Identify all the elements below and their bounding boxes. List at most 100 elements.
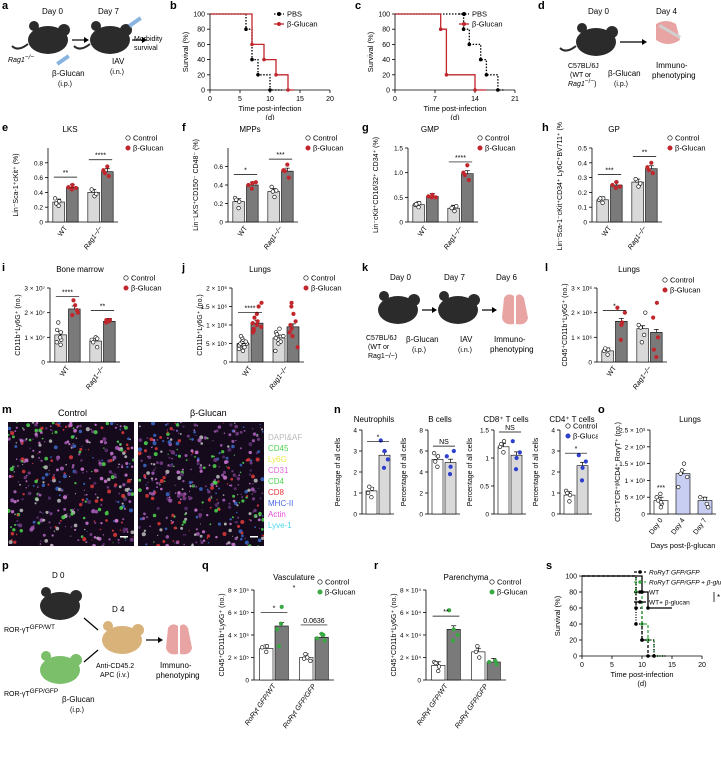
micrograph-speck — [100, 503, 103, 506]
micrograph-speck — [44, 472, 49, 477]
micrograph-speck — [124, 455, 128, 459]
micrograph-speck — [257, 518, 261, 522]
micrograph-speck — [230, 484, 233, 487]
legend-marker — [667, 135, 673, 141]
y-tick-label: 1.0 — [394, 170, 403, 177]
data-point — [251, 328, 256, 333]
panel-label: l — [545, 262, 549, 274]
series-point — [473, 88, 477, 92]
micrograph-speck — [132, 458, 134, 462]
micrograph-speck — [22, 463, 24, 466]
micrograph-speck — [53, 530, 56, 532]
x-tick-label: RoRγt GFP/GFP — [454, 683, 490, 730]
data-point — [289, 300, 294, 305]
micrograph-speck — [224, 523, 226, 526]
micrograph-speck — [125, 443, 129, 447]
data-point — [264, 649, 269, 654]
micrograph-speck — [207, 490, 211, 494]
micrograph-speck — [28, 485, 30, 487]
data-point — [414, 202, 419, 207]
mouse-icon — [40, 587, 82, 620]
micrograph-speck — [96, 469, 99, 472]
micrograph-speck — [236, 504, 239, 507]
micrograph-speck — [212, 464, 217, 468]
bar — [101, 171, 114, 223]
micrograph-speck — [173, 453, 175, 455]
mouse-icon — [73, 21, 132, 54]
micrograph-speck — [150, 477, 154, 480]
data-point — [615, 305, 620, 310]
micrograph-speck — [177, 439, 181, 443]
readout-line-1: Morbidity — [134, 36, 163, 43]
micrograph-speck — [180, 526, 184, 530]
data-point — [295, 345, 300, 350]
micrograph-speck — [167, 440, 172, 444]
micrograph-speck — [56, 457, 60, 461]
micrograph-speck — [15, 533, 18, 536]
micrograph-speck — [172, 428, 175, 432]
data-point — [654, 300, 659, 305]
bar-chart-o: 0 5 × 10² 1 × 10³ 1.5 × 10³ 2 × 10³ 2.5 × 10³… — [615, 415, 716, 550]
significance-label: * — [377, 434, 380, 441]
lung-icon — [166, 624, 192, 655]
micrograph-speck — [196, 424, 199, 427]
data-point — [234, 197, 239, 202]
strain-line-3: Rag1−/−) — [368, 353, 397, 360]
micrograph-speck — [232, 494, 236, 498]
micrograph-speck — [152, 441, 157, 446]
micrograph-speck — [248, 442, 253, 447]
micrograph-speck — [64, 526, 67, 528]
micrograph-speck — [123, 497, 128, 501]
data-point — [369, 486, 375, 491]
micrograph-speck — [63, 472, 66, 475]
y-tick-label: 20 — [382, 72, 390, 79]
micrograph-speck — [175, 441, 180, 446]
bone-lung-icon — [656, 21, 681, 44]
data-point — [94, 191, 99, 196]
data-point — [58, 335, 63, 340]
micrograph-speck — [174, 492, 177, 494]
route-label: (i.p.) — [70, 707, 84, 714]
y-tick-label: 60 — [197, 42, 205, 49]
micrograph-speck — [210, 495, 212, 498]
micrograph-speck — [54, 430, 58, 434]
micrograph-speck — [49, 425, 52, 428]
data-point — [704, 501, 709, 507]
y-tick-label: 0 — [573, 654, 577, 661]
significance-label: * — [613, 303, 616, 310]
data-point — [54, 327, 60, 333]
survival-chart-c: 0 20 40 60 80 100 0 7 14 21 Time post-infection(d)… — [366, 10, 519, 123]
micrograph-speck — [102, 437, 107, 442]
micrograph-speck — [153, 452, 158, 457]
series-point — [478, 57, 483, 62]
data-point — [250, 321, 255, 326]
x-tick-label: Rag1−/− — [632, 365, 653, 391]
bar — [66, 186, 79, 223]
micrograph-speck — [237, 494, 239, 496]
panel-label: b — [170, 0, 177, 12]
stain-legend-item: Ly6G — [268, 455, 287, 464]
micrograph-speck — [256, 437, 261, 441]
micrograph-speck — [94, 493, 97, 496]
micrograph-speck — [34, 428, 39, 433]
mouse-icon — [378, 291, 420, 324]
panel-label: h — [542, 122, 549, 134]
micrograph-speck — [41, 437, 44, 440]
micrograph-speck — [145, 515, 149, 519]
bar — [314, 636, 329, 681]
legend-marker — [125, 135, 131, 141]
data-point — [448, 464, 453, 469]
x-tick-label: 7 — [433, 96, 437, 103]
y-axis-label: CD45⁺CD11b⁺Ly6G⁺ (no.) — [219, 593, 226, 676]
data-point — [381, 465, 387, 470]
y-axis-label: CD3⁺TCR⁺ᵍᵈCD4⁺ RorγT⁺ (no.) — [615, 422, 622, 522]
day6-label: Day 6 — [496, 273, 517, 282]
micrograph-speck — [248, 544, 252, 546]
micrograph-speck — [231, 470, 234, 473]
micrograph-speck — [93, 430, 98, 435]
micrograph-speck — [166, 431, 169, 434]
micrograph-speck — [68, 423, 73, 428]
data-point — [614, 179, 619, 185]
micrograph-speck — [68, 443, 71, 446]
panel-label: c — [355, 0, 362, 12]
